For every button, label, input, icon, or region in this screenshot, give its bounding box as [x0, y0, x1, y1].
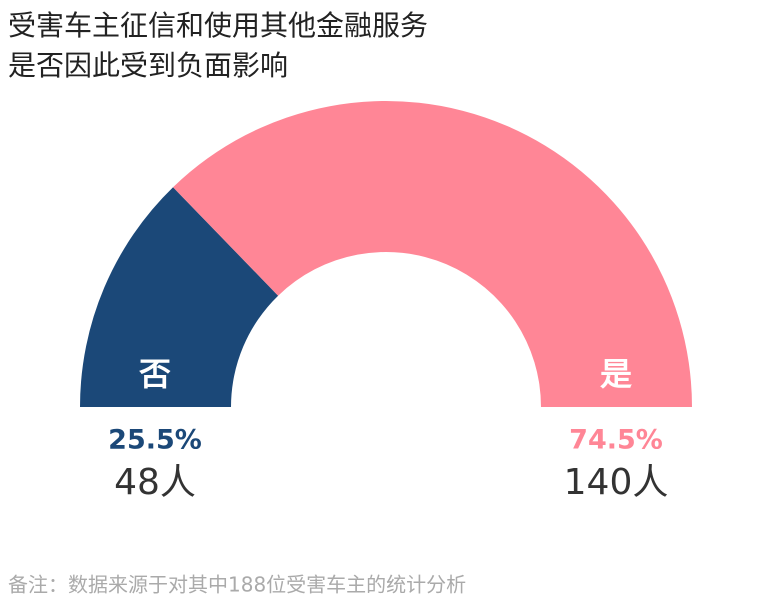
chart-note: 备注：数据来源于对其中188位受害车主的统计分析 — [8, 573, 466, 597]
donut-segment — [173, 101, 693, 407]
segment-label: 否 — [139, 355, 171, 393]
value-label: 25.5% — [108, 425, 202, 456]
segment-label: 是 — [600, 355, 632, 393]
donut-segment — [80, 187, 279, 407]
count-label: 140人 — [564, 462, 669, 503]
count-label: 48人 — [114, 462, 196, 503]
chart-title: 受害车主征信和使用其他金融服务 — [8, 9, 428, 42]
chart-title: 是否因此受到负面影响 — [8, 49, 288, 82]
value-label: 74.5% — [569, 425, 663, 456]
